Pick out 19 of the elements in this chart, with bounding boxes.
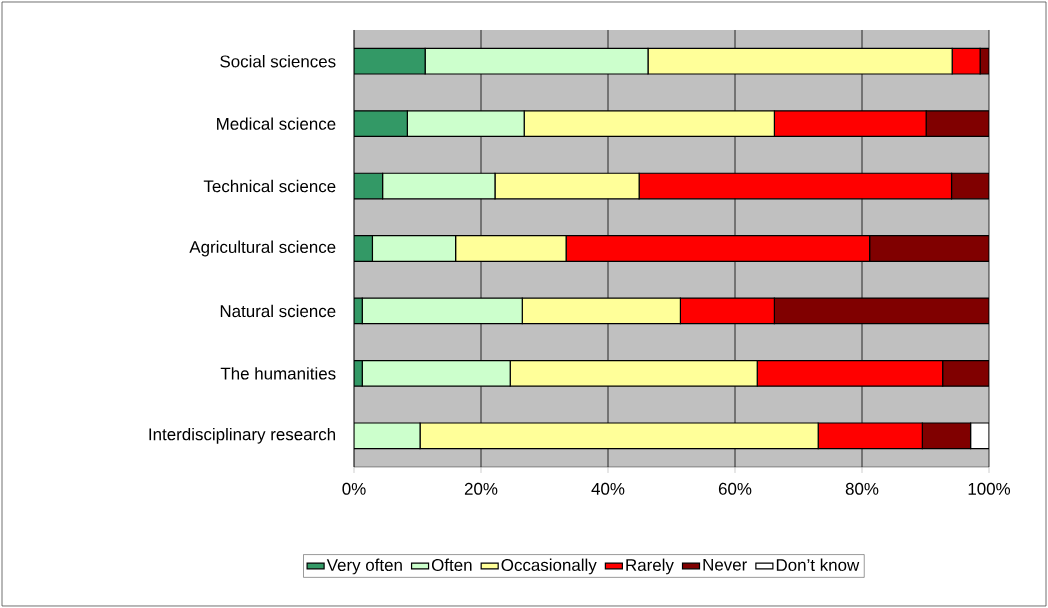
legend-label: Rarely xyxy=(626,558,674,575)
x-tick-label: 100% xyxy=(968,482,1011,495)
x-tick-label: 20% xyxy=(464,482,498,495)
legend-label: Don’t know xyxy=(776,558,860,572)
y-tick-label: Natural science xyxy=(220,304,336,318)
legend-label: Occasionally xyxy=(501,558,597,575)
x-tick-label: 0% xyxy=(342,482,366,495)
y-tick-label: Agricultural science xyxy=(189,240,336,257)
legend-label: Often xyxy=(431,558,472,572)
y-tick-label: Medical science xyxy=(217,117,336,130)
x-tick-label: 80% xyxy=(845,482,879,495)
y-tick-label: Technical science xyxy=(203,179,336,193)
y-tick-label: Interdisciplinary research xyxy=(149,427,336,444)
x-tick-label: 60% xyxy=(718,482,752,495)
y-tick-label: The humanities xyxy=(220,367,336,380)
y-tick-label: Social sciences xyxy=(220,55,336,68)
x-tick-label: 40% xyxy=(591,482,625,495)
legend-label: Very often xyxy=(326,558,402,575)
legend-label: Never xyxy=(703,558,747,571)
